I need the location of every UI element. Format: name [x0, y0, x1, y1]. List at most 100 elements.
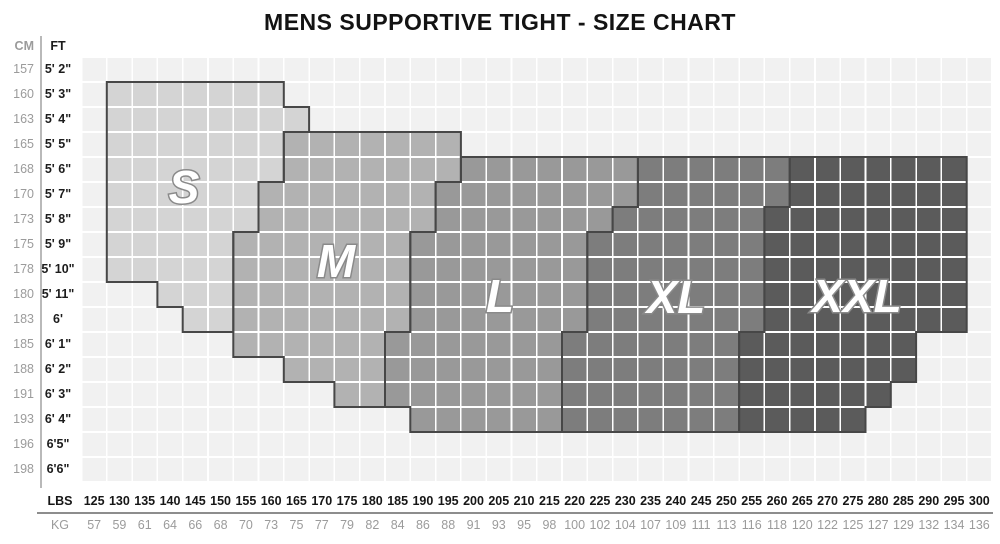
weight-lbs-label: 230: [614, 494, 636, 508]
size-label-s: S: [169, 161, 200, 213]
weight-lbs-label: 255: [741, 494, 763, 508]
height-ft-label: 5' 6": [44, 162, 72, 176]
height-ft-label: 5' 4": [44, 112, 72, 126]
weight-lbs-label: 180: [361, 494, 383, 508]
weight-axis-divider: [37, 512, 993, 514]
height-cm-label: 185: [13, 337, 34, 351]
weight-kg-label: 57: [87, 518, 102, 532]
weight-lbs-label: 185: [387, 494, 409, 508]
height-ft-label: 6' 3": [44, 387, 72, 401]
height-cm-label: 173: [13, 212, 34, 226]
weight-lbs-label: 210: [513, 494, 535, 508]
cm-axis-header: CM: [14, 39, 34, 53]
kg-axis-header: KG: [50, 518, 70, 532]
weight-lbs-label: 150: [210, 494, 232, 508]
weight-kg-label: 132: [918, 518, 940, 532]
weight-lbs-label: 215: [538, 494, 560, 508]
weight-kg-label: 116: [741, 518, 762, 532]
height-cm-label: 191: [13, 387, 34, 401]
weight-lbs-label: 140: [159, 494, 181, 508]
weight-kg-label: 84: [390, 518, 405, 532]
weight-lbs-label: 195: [437, 494, 459, 508]
height-cm-label: 188: [13, 362, 34, 376]
weight-kg-label: 125: [842, 518, 864, 532]
weight-kg-label: 61: [137, 518, 152, 532]
height-ft-label: 6': [53, 312, 63, 326]
weight-lbs-label: 170: [311, 494, 333, 508]
height-ft-label: 6' 2": [44, 362, 72, 376]
height-ft-label: 5' 8": [44, 212, 72, 226]
weight-kg-label: 109: [665, 518, 687, 532]
weight-lbs-label: 295: [943, 494, 965, 508]
height-cm-label: 180: [13, 287, 34, 301]
weight-lbs-label: 245: [690, 494, 712, 508]
weight-lbs-label: 260: [766, 494, 788, 508]
weight-kg-label: 120: [791, 518, 813, 532]
weight-kg-label: 82: [365, 518, 380, 532]
weight-kg-label: 64: [163, 518, 177, 532]
height-cm-label: 196: [13, 437, 34, 451]
weight-kg-label: 59: [112, 518, 127, 532]
size-region-m-fill: [233, 132, 461, 407]
weight-lbs-label: 280: [867, 494, 889, 508]
size-label-xxl: XXL: [809, 270, 901, 322]
weight-lbs-label: 275: [842, 494, 864, 508]
weight-lbs-label: 160: [260, 494, 282, 508]
height-ft-label: 5' 2": [44, 62, 72, 76]
height-axis-divider: [40, 36, 42, 488]
weight-lbs-label: 205: [488, 494, 510, 508]
weight-kg-label: 98: [542, 518, 557, 532]
weight-lbs-label: 270: [817, 494, 839, 508]
weight-lbs-label: 145: [184, 494, 206, 508]
weight-kg-label: 91: [466, 518, 481, 532]
weight-lbs-label: 240: [665, 494, 687, 508]
page-title: MENS SUPPORTIVE TIGHT - SIZE CHART: [264, 9, 736, 35]
weight-kg-label: 122: [817, 518, 839, 532]
weight-kg-label: 86: [415, 518, 430, 532]
weight-kg-label: 77: [314, 518, 329, 532]
weight-kg-label: 127: [867, 518, 889, 532]
weight-kg-label: 73: [264, 518, 279, 532]
height-ft-label: 6'5": [46, 437, 70, 451]
weight-kg-label: 102: [589, 518, 611, 532]
height-ft-label: 6' 4": [44, 412, 72, 426]
height-cm-label: 193: [13, 412, 34, 426]
weight-lbs-label: 290: [918, 494, 940, 508]
weight-kg-label: 88: [441, 518, 456, 532]
height-ft-label: 6' 1": [44, 337, 72, 351]
weight-kg-label: 95: [517, 518, 532, 532]
weight-kg-label: 70: [238, 518, 253, 532]
height-cm-label: 157: [13, 62, 34, 76]
weight-kg-label: 118: [767, 518, 787, 532]
weight-lbs-label: 250: [715, 494, 737, 508]
weight-kg-label: 129: [893, 518, 914, 532]
height-cm-label: 160: [13, 87, 34, 101]
weight-kg-label: 113: [716, 518, 737, 532]
height-cm-label: 175: [13, 237, 34, 251]
height-ft-label: 5' 3": [44, 87, 72, 101]
ft-axis-header: FT: [50, 39, 66, 53]
weight-kg-label: 93: [491, 518, 506, 532]
weight-lbs-label: 225: [589, 494, 611, 508]
weight-lbs-label: 155: [235, 494, 257, 508]
weight-kg-label: 134: [943, 518, 965, 532]
weight-lbs-label: 135: [134, 494, 156, 508]
weight-kg-label: 79: [340, 518, 354, 532]
weight-lbs-label: 190: [412, 494, 434, 508]
weight-lbs-label: 125: [83, 494, 105, 508]
weight-kg-label: 104: [614, 518, 636, 532]
size-region-xl-fill: [562, 157, 790, 432]
weight-lbs-label: 235: [640, 494, 661, 508]
height-ft-label: 5' 9": [44, 237, 72, 251]
weight-kg-label: 68: [213, 518, 228, 532]
height-ft-label: 5' 10": [41, 262, 75, 276]
height-ft-label: 5' 11": [41, 287, 75, 301]
weight-kg-label: 75: [289, 518, 304, 532]
height-ft-label: 5' 5": [44, 137, 72, 151]
weight-lbs-label: 130: [108, 494, 130, 508]
weight-lbs-label: 200: [463, 494, 484, 508]
size-region-xxl-outline: [738, 156, 968, 433]
height-cm-label: 163: [13, 112, 34, 126]
